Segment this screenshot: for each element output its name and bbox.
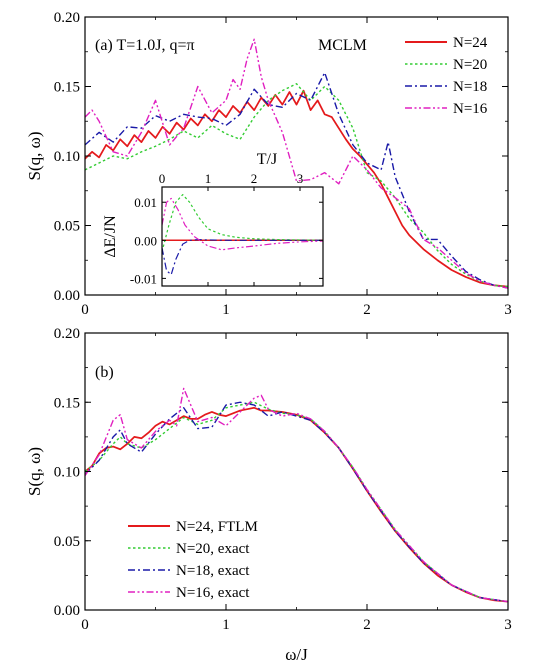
panel-inset: 0 1 2 3 -0.01 0.00 0.01 ΔE/JN T/J T/J <box>102 0 324 287</box>
y-tick-label: 0.00 <box>134 233 157 248</box>
x-tick-label: 3 <box>504 617 512 633</box>
series-line-a-2 <box>85 71 508 289</box>
panel-a-label: (a) T=1.0J, q=π <box>95 37 195 54</box>
series-line-b-2 <box>85 401 508 603</box>
x-axis-label: ω/J <box>285 645 308 664</box>
y-tick-label: 0.15 <box>54 80 80 96</box>
series-group <box>85 38 508 289</box>
annotation-mclm: MCLM <box>318 37 367 54</box>
inset-background <box>162 187 323 286</box>
y-tick-label: 0.20 <box>54 326 80 342</box>
x-tick-label: 1 <box>222 617 230 633</box>
series-line-a-1 <box>85 83 508 288</box>
x-tick-label: 0 <box>159 171 166 186</box>
panel-b-legend-label-0: N=24, FTLM <box>176 519 258 535</box>
series-line-b-0 <box>85 406 508 603</box>
y-tick-label: 0.00 <box>54 288 80 304</box>
x-tick-label: 3 <box>297 171 304 186</box>
x-tick-label: 1 <box>222 302 230 318</box>
y-tick-label: 0.05 <box>54 534 80 550</box>
panel-b-legend-label-1: N=20, exact <box>176 541 250 557</box>
plot-frame <box>161 186 324 287</box>
panel-a-legend-label-1: N=20 <box>453 57 487 73</box>
series-line-a-0 <box>85 89 508 288</box>
x-tick-label: 0 <box>81 302 89 318</box>
series-line-b-3 <box>85 387 508 603</box>
panel-a-legend-label-2: N=18 <box>453 79 487 95</box>
y-axis-label: S(q, ω) <box>25 132 44 181</box>
x-tick-label: 1 <box>205 171 212 186</box>
panel-a: 0 1 2 3 0.00 0.05 0.10 0.15 0.20 S(q, ω) (a) T=1.0… <box>25 10 512 318</box>
inset-x-axis-label: T/J <box>257 151 277 168</box>
x-tick-label: 2 <box>251 171 258 186</box>
panel-a-legend-label-0: N=24 <box>453 35 488 51</box>
y-axis-label: ΔE/JN <box>102 215 119 258</box>
x-tick-label: 2 <box>363 302 371 318</box>
panel-b-legend-label-3: N=16, exact <box>176 585 250 601</box>
panel-b-label: (b) <box>95 364 114 381</box>
y-tick-label: 0.01 <box>134 195 157 210</box>
series-line-a-3 <box>85 38 508 289</box>
x-tick-label: 0 <box>81 617 89 633</box>
y-tick-label: 0.00 <box>54 603 80 619</box>
panel-b-legend-label-2: N=18, exact <box>176 563 250 579</box>
panel-a-legend-label-3: N=16 <box>453 101 488 117</box>
series-group <box>85 387 508 603</box>
y-tick-label: 0.15 <box>54 395 80 411</box>
x-tick-label: 3 <box>504 302 512 318</box>
series-line-inset-1 <box>162 194 323 252</box>
plot-frame <box>84 332 509 611</box>
y-axis-label: S(q, ω) <box>25 447 44 496</box>
y-tick-label: 0.05 <box>54 219 80 235</box>
y-tick-label: 0.10 <box>54 465 80 481</box>
panel-b: 0 1 2 3 0.00 0.05 0.10 0.15 0.20 S(q, ω) ω/J (b) N=2… <box>25 326 512 664</box>
series-group <box>162 194 323 276</box>
y-tick-label: 0.20 <box>54 10 80 26</box>
y-tick-label: -0.01 <box>130 271 157 286</box>
x-axis-label: T/J <box>232 0 252 4</box>
series-line-b-1 <box>85 401 508 603</box>
y-tick-label: 0.10 <box>54 149 80 165</box>
series-line-inset-3 <box>162 197 323 251</box>
x-tick-label: 2 <box>363 617 371 633</box>
series-line-inset-2 <box>162 238 323 276</box>
